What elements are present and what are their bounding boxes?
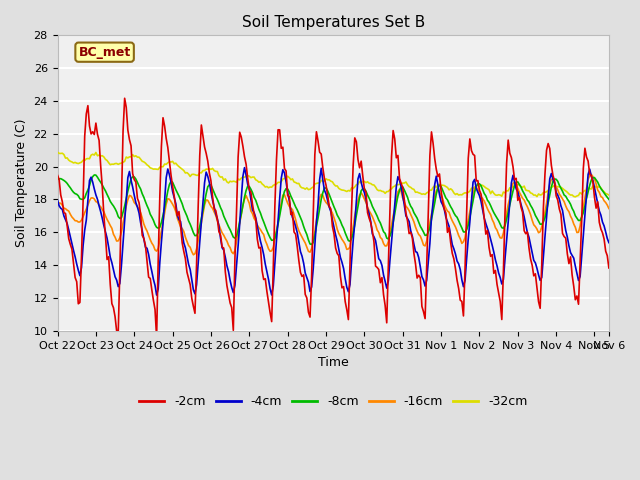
-32cm <box>54 149 61 155</box>
-16cm <box>605 205 612 211</box>
-4cm <box>516 195 524 201</box>
Title: Soil Temperatures Set B: Soil Temperatures Set B <box>241 15 425 30</box>
-4cm <box>241 165 248 170</box>
Legend: -2cm, -4cm, -8cm, -16cm, -32cm: -2cm, -4cm, -8cm, -16cm, -32cm <box>134 390 532 413</box>
-2cm <box>514 198 522 204</box>
-2cm <box>215 229 223 235</box>
-4cm <box>514 189 522 194</box>
-4cm <box>153 292 161 298</box>
-4cm <box>150 276 157 282</box>
-16cm <box>189 252 197 258</box>
-2cm <box>153 335 161 340</box>
-4cm <box>556 196 563 202</box>
-8cm <box>516 182 524 188</box>
Line: -2cm: -2cm <box>58 98 609 337</box>
-16cm <box>481 198 488 204</box>
-16cm <box>150 243 157 249</box>
-4cm <box>482 221 490 227</box>
-16cm <box>554 187 561 193</box>
Line: -4cm: -4cm <box>58 168 609 295</box>
-8cm <box>90 172 98 178</box>
-8cm <box>151 222 159 228</box>
-8cm <box>514 179 522 185</box>
-4cm <box>214 216 221 222</box>
-16cm <box>214 218 221 224</box>
-32cm <box>511 184 518 190</box>
-32cm <box>212 168 220 174</box>
-32cm <box>572 194 579 200</box>
-8cm <box>214 197 221 203</box>
Line: -8cm: -8cm <box>58 175 609 244</box>
-16cm <box>513 182 520 188</box>
Text: BC_met: BC_met <box>79 46 131 59</box>
-32cm <box>552 184 560 190</box>
-32cm <box>479 182 486 188</box>
-16cm <box>514 186 522 192</box>
-4cm <box>54 197 61 203</box>
-8cm <box>605 196 612 202</box>
-32cm <box>150 166 157 172</box>
-32cm <box>605 192 612 198</box>
-16cm <box>54 200 61 206</box>
-2cm <box>54 172 61 178</box>
-2cm <box>482 231 490 237</box>
-2cm <box>605 265 612 271</box>
-2cm <box>121 96 129 101</box>
-8cm <box>482 193 490 199</box>
-8cm <box>308 241 316 247</box>
Line: -32cm: -32cm <box>58 152 609 197</box>
-2cm <box>516 194 524 200</box>
-16cm <box>588 171 595 177</box>
-32cm <box>513 182 520 188</box>
-2cm <box>151 307 159 312</box>
Line: -16cm: -16cm <box>58 174 609 255</box>
-8cm <box>54 176 61 182</box>
Y-axis label: Soil Temperature (C): Soil Temperature (C) <box>15 119 28 247</box>
-8cm <box>556 182 563 188</box>
-4cm <box>605 240 612 245</box>
-2cm <box>556 206 563 212</box>
X-axis label: Time: Time <box>318 356 349 369</box>
